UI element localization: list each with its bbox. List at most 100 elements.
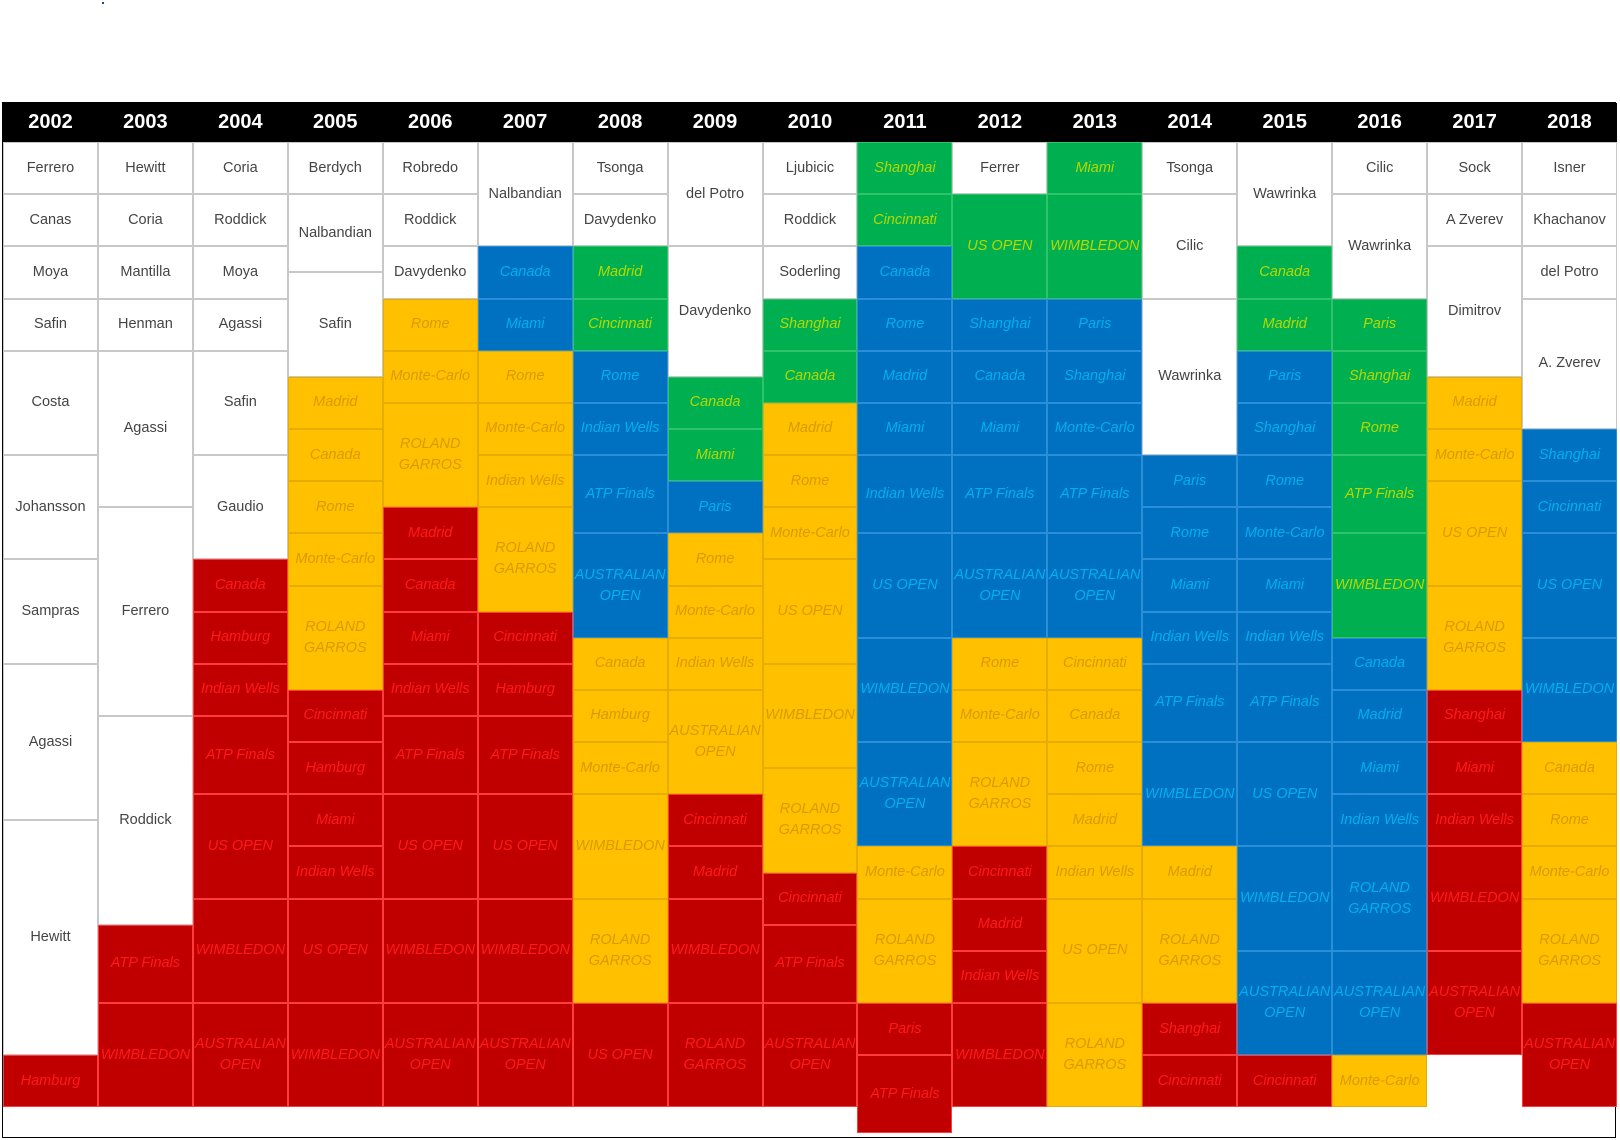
player-cell: Roddick bbox=[192, 194, 288, 247]
event-cell: Madrid bbox=[382, 507, 478, 560]
event-cell: ATP Finals bbox=[762, 924, 858, 1003]
year-header-2015: 2015 bbox=[1237, 103, 1333, 142]
event-cell: Miami bbox=[1332, 742, 1428, 795]
player-cell: Soderling bbox=[762, 246, 858, 299]
player-cell: Hewitt bbox=[97, 142, 193, 195]
player-cell: Tsonga bbox=[1142, 142, 1238, 195]
event-cell: Madrid bbox=[952, 898, 1048, 951]
player-cell: Costa bbox=[3, 350, 98, 456]
player-cell: Davydenko bbox=[572, 194, 668, 247]
event-cell: Cincinnati bbox=[1237, 1055, 1333, 1108]
event-cell: Canada bbox=[1522, 742, 1617, 795]
event-cell: AUSTRALIAN OPEN bbox=[762, 1002, 858, 1108]
event-cell: US OPEN bbox=[1427, 481, 1523, 586]
year-column-2007: Nalbandian Canada Miami Rome Monte-Carlo Indi… bbox=[477, 142, 573, 1137]
event-cell: Monte-Carlo bbox=[667, 585, 763, 638]
event-cell: Cincinnati bbox=[477, 611, 573, 664]
year-column-2002: Ferrero Canas Moya Safin Costa Johansson Sampr… bbox=[3, 142, 98, 1137]
event-cell: ATP Finals bbox=[477, 715, 573, 795]
player-cell: Tsonga bbox=[572, 142, 668, 195]
year-column-2009: del Potro Davydenko Canada Miami Paris Rome Mo… bbox=[667, 142, 763, 1137]
event-cell: Rome bbox=[952, 637, 1048, 690]
player-cell: del Potro bbox=[1522, 246, 1617, 299]
results-grid: 2002 Ferrero Canas Moya Safin Costa Johansson S… bbox=[2, 102, 1617, 1138]
year-column-2017: Sock A Zverev Dimitrov Madrid Monte-Carlo US … bbox=[1427, 142, 1523, 1137]
event-cell: Monte-Carlo bbox=[1427, 428, 1523, 482]
event-cell: Canada bbox=[952, 350, 1048, 403]
event-cell: US OPEN bbox=[192, 794, 288, 899]
event-cell: Madrid bbox=[857, 350, 953, 403]
event-cell: US OPEN bbox=[477, 794, 573, 899]
event-cell: Shanghai bbox=[952, 298, 1048, 351]
year-column-2014: Tsonga Cilic Wawrinka Paris Rome Miami Indian … bbox=[1142, 142, 1238, 1137]
player-cell: Ferrer bbox=[952, 142, 1048, 195]
event-cell: Madrid bbox=[1237, 298, 1333, 351]
event-cell: Hamburg bbox=[477, 663, 573, 716]
player-cell: Ferrero bbox=[3, 142, 98, 195]
event-cell: Indian Wells bbox=[857, 455, 953, 534]
player-cell: Robredo bbox=[382, 142, 478, 195]
event-cell: Paris bbox=[1142, 455, 1238, 508]
year-header-2008: 2008 bbox=[572, 103, 668, 142]
event-cell: ATP Finals bbox=[1047, 455, 1143, 534]
event-cell: ATP Finals bbox=[192, 715, 288, 795]
event-cell: ATP Finals bbox=[1237, 663, 1333, 743]
player-cell: Agassi bbox=[192, 298, 288, 351]
year-header-2004: 2004 bbox=[192, 103, 288, 142]
event-cell: Rome bbox=[1522, 794, 1617, 847]
event-cell: Canada bbox=[667, 376, 763, 429]
player-cell: Roddick bbox=[97, 715, 193, 925]
year-header-2014: 2014 bbox=[1142, 103, 1238, 142]
player-cell: Wawrinka bbox=[1237, 142, 1333, 247]
event-cell: US OPEN bbox=[572, 1002, 668, 1108]
player-cell: Wawrinka bbox=[1142, 298, 1238, 456]
event-cell: Miami bbox=[857, 402, 953, 456]
player-cell: Moya bbox=[192, 246, 288, 299]
player-cell: Cilic bbox=[1332, 142, 1428, 195]
event-cell: Monte-Carlo bbox=[857, 846, 953, 899]
event-cell: Shanghai bbox=[1522, 428, 1617, 482]
event-cell: ROLAND GARROS bbox=[667, 1002, 763, 1108]
event-cell: Cincinnati bbox=[762, 872, 858, 925]
year-header-2013: 2013 bbox=[1047, 103, 1143, 142]
event-cell: Indian Wells bbox=[572, 402, 668, 456]
event-cell: Cincinnati bbox=[667, 794, 763, 847]
event-cell: Canada bbox=[1237, 246, 1333, 299]
player-cell: Isner bbox=[1522, 142, 1617, 195]
player-cell: Berdych bbox=[287, 142, 383, 195]
event-cell: ROLAND GARROS bbox=[1142, 898, 1238, 1003]
event-cell: ATP Finals bbox=[1142, 663, 1238, 743]
event-cell: Miami bbox=[1237, 559, 1333, 612]
event-cell: WIMBLEDON bbox=[1522, 637, 1617, 743]
year-header-2006: 2006 bbox=[382, 103, 478, 142]
player-cell: Mantilla bbox=[97, 246, 193, 299]
player-cell: Cilic bbox=[1142, 194, 1238, 299]
event-cell: Rome bbox=[287, 481, 383, 534]
player-cell: A Zverev bbox=[1427, 194, 1523, 247]
event-cell: ROLAND GARROS bbox=[477, 507, 573, 612]
event-cell: Indian Wells bbox=[667, 637, 763, 690]
event-cell: Shanghai bbox=[1427, 689, 1523, 743]
year-column-2010: Ljubicic Roddick Soderling Shanghai Canada Ma… bbox=[762, 142, 858, 1137]
player-cell: A. Zverev bbox=[1522, 298, 1617, 429]
event-cell: ATP Finals bbox=[382, 715, 478, 795]
event-cell: US OPEN bbox=[1237, 742, 1333, 847]
event-cell: WIMBLEDON bbox=[1237, 846, 1333, 951]
player-cell: Roddick bbox=[762, 194, 858, 247]
player-cell: Ferrero bbox=[97, 507, 193, 716]
year-column-2013: Miami WIMBLEDON Paris Shanghai Monte-Carlo AT… bbox=[1047, 142, 1143, 1137]
event-cell: AUSTRALIAN OPEN bbox=[1237, 950, 1333, 1056]
player-cell: Agassi bbox=[3, 663, 98, 821]
event-cell: ATP Finals bbox=[857, 1055, 953, 1134]
event-cell: Cincinnati bbox=[952, 846, 1048, 899]
event-cell: Canada bbox=[287, 428, 383, 482]
event-cell: Madrid bbox=[762, 402, 858, 456]
event-cell: Canada bbox=[857, 246, 953, 299]
event-cell: AUSTRALIAN OPEN bbox=[857, 742, 953, 847]
event-cell: Monte-Carlo bbox=[1047, 402, 1143, 456]
event-cell: ROLAND GARROS bbox=[762, 768, 858, 873]
year-header-2002: 2002 bbox=[3, 103, 98, 142]
event-cell: Miami bbox=[952, 402, 1048, 456]
event-cell: Monte-Carlo bbox=[382, 350, 478, 403]
event-cell: Monte-Carlo bbox=[952, 689, 1048, 743]
